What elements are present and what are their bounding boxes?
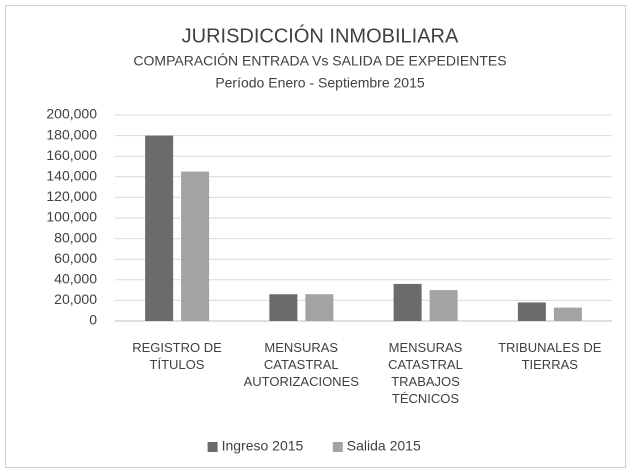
y-tick-label: 0 bbox=[89, 312, 97, 328]
chart-subtitle: Período Enero - Septiembre 2015 bbox=[215, 75, 425, 91]
legend-label: Salida 2015 bbox=[347, 438, 421, 454]
legend-swatch bbox=[332, 442, 343, 452]
bar bbox=[305, 294, 334, 321]
chart-title: JURISDICCIÓN INMOBILIARA bbox=[182, 24, 459, 47]
bar bbox=[269, 294, 298, 321]
chart-border bbox=[5, 5, 626, 468]
chart-subtitle: COMPARACIÓN ENTRADA Vs SALIDA DE EXPEDIE… bbox=[133, 53, 506, 69]
y-tick-label: 140,000 bbox=[46, 168, 97, 184]
legend-swatch bbox=[207, 442, 218, 452]
bar bbox=[517, 302, 546, 321]
y-tick-label: 120,000 bbox=[46, 188, 97, 204]
y-tick-label: 200,000 bbox=[46, 106, 97, 122]
bar bbox=[553, 307, 582, 321]
bar bbox=[393, 283, 422, 321]
y-tick-label: 160,000 bbox=[46, 147, 97, 163]
x-tick-label: MENSURAS CATASTRAL TRABAJOS TÉCNICOS bbox=[388, 340, 463, 406]
y-tick-label: 20,000 bbox=[54, 291, 97, 307]
bar bbox=[181, 171, 210, 321]
x-tick-label: MENSURAS CATASTRAL AUTORIZACIONES bbox=[243, 340, 359, 389]
x-tick-label: TRIBUNALES DE TIERRAS bbox=[498, 340, 602, 372]
y-tick-label: 40,000 bbox=[54, 271, 97, 287]
y-tick-label: 80,000 bbox=[54, 229, 97, 245]
y-tick-label: 60,000 bbox=[54, 250, 97, 266]
x-tick-label: REGISTRO DE TÍTULOS bbox=[132, 340, 222, 372]
legend-label: Ingreso 2015 bbox=[222, 438, 304, 454]
bar bbox=[429, 290, 458, 321]
y-tick-label: 100,000 bbox=[46, 209, 97, 225]
y-tick-label: 180,000 bbox=[46, 126, 97, 142]
bar bbox=[145, 135, 174, 321]
